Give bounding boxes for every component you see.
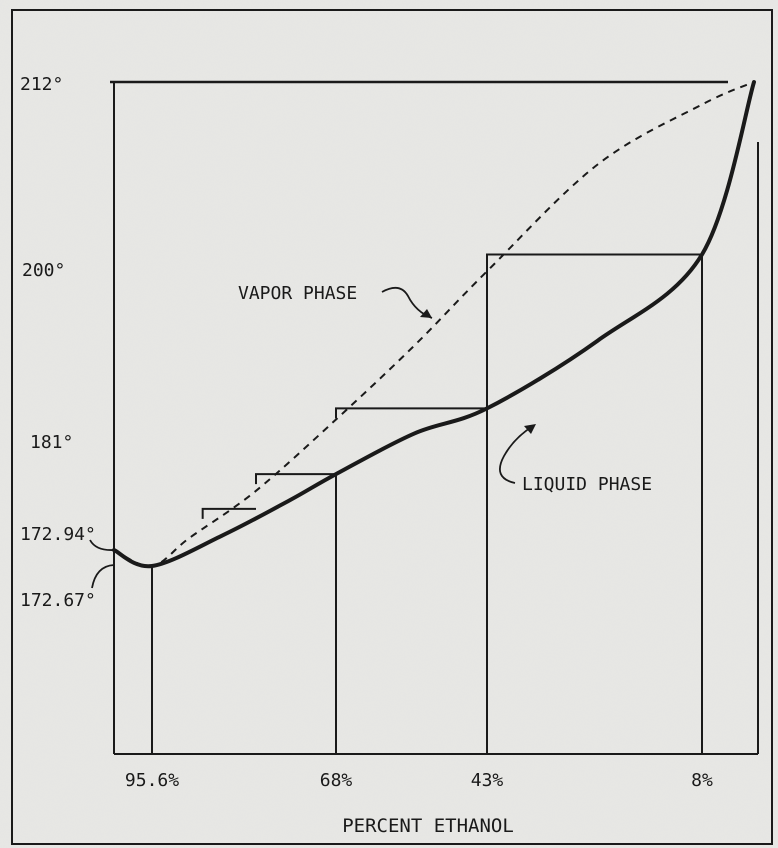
distillation-step — [201, 507, 256, 519]
distillation-step — [486, 253, 702, 435]
distillation-steps — [201, 253, 702, 519]
y-tick-181: 181° — [30, 432, 73, 453]
y-tick-200: 200° — [22, 260, 65, 281]
vapor-phase-curve — [113, 81, 755, 568]
vapor-pointer-arrowhead — [420, 309, 432, 318]
distillation-step — [335, 407, 487, 419]
liquid-phase-label: LIQUID PHASE — [522, 474, 652, 495]
x-tick-labels: 95.6% 68% 43% 8% — [125, 770, 713, 791]
leader-172-67 — [91, 564, 115, 589]
liquid-pointer-arrowhead — [524, 424, 536, 434]
vapor-phase-label: VAPOR PHASE — [238, 283, 357, 304]
y-tick-172-67: 172.67° — [20, 590, 96, 611]
liquid-phase-curve — [112, 80, 756, 569]
x-tick-drop-lines — [151, 254, 703, 754]
x-tick-68: 68% — [320, 770, 353, 791]
x-tick-8: 8% — [691, 770, 713, 791]
y-tick-172-94: 172.94° — [20, 524, 96, 545]
liquid-phase-pointer — [499, 425, 534, 484]
x-tick-95-6: 95.6% — [125, 770, 179, 791]
x-tick-43: 43% — [471, 770, 504, 791]
y-tick-212: 212° — [20, 74, 63, 95]
y-tick-labels: 212° 200° 181° 172.94° 172.67° — [20, 74, 96, 611]
distillation-step — [255, 473, 336, 485]
outer-frame — [11, 9, 773, 845]
x-axis-label: PERCENT ETHANOL — [342, 815, 514, 837]
leader-172-94 — [89, 539, 115, 551]
